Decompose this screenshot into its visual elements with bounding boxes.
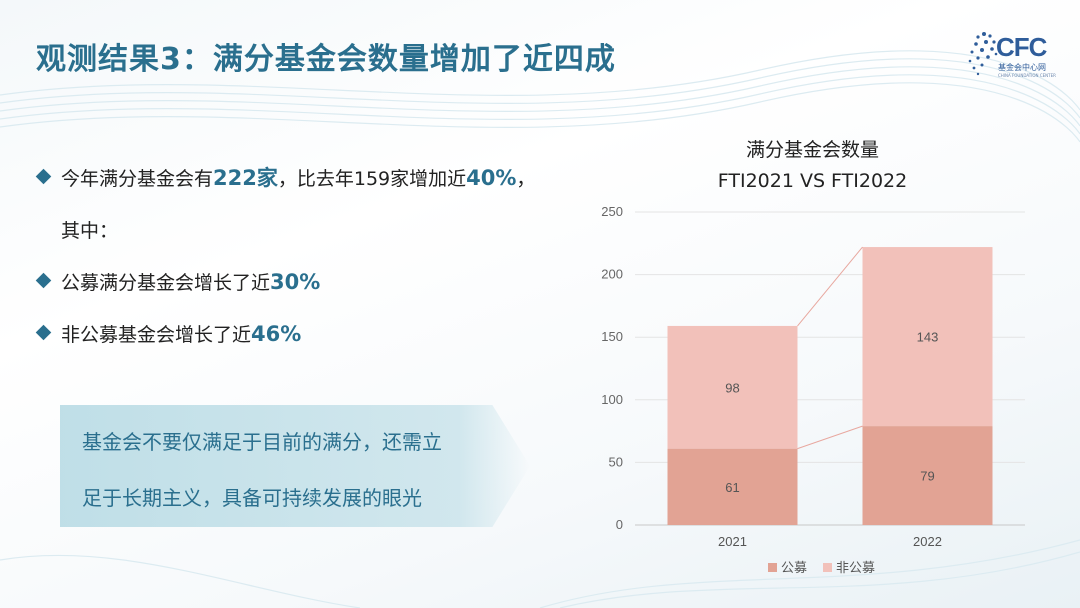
legend-label: 非公募 (836, 561, 875, 576)
logo-text: CFC (996, 32, 1047, 62)
slide-title: 观测结果3：满分基金会数量增加了近四成 (36, 42, 616, 77)
data-label: 98 (725, 380, 739, 395)
quote-line-1: 基金会不要仅满足于目前的满分，还需立 (82, 430, 442, 454)
bar-segment (667, 325, 798, 449)
cfc-logo: CFC 基金会中心网 CHINA FOUNDATION CENTER (966, 26, 1066, 82)
chart-title: 满分基金会数量 (745, 139, 879, 161)
chart-subtitle: FTI2021 VS FTI2022 (717, 170, 908, 192)
diamond-bullet-icon (35, 324, 52, 341)
y-tick-label: 250 (601, 204, 623, 219)
bullet-item: 今年满分基金会有222家，比去年159家增加近40%， (35, 162, 536, 192)
data-label: 143 (917, 330, 939, 345)
highlight-value: 222家 (213, 166, 278, 190)
bullet-text: ，比去年159家增加近 (277, 168, 467, 190)
bar-segment (862, 426, 993, 525)
data-label: 61 (725, 480, 739, 495)
quote-line-2: 足于长期主义，具备可持续发展的眼光 (82, 486, 422, 510)
y-tick-label: 100 (601, 392, 623, 407)
series-connector-line (797, 425, 863, 450)
y-tick-label: 50 (609, 454, 623, 469)
bar-segment (862, 247, 993, 427)
highlight-value: 40% (466, 166, 517, 190)
legend-swatch (823, 563, 832, 572)
stacked-bar-chart: 0 50 100 150 200 250 61 98 2021 79 143 2022 公募 非公募 (601, 204, 1025, 576)
diamond-bullet-icon (35, 272, 52, 289)
bullet-item: 其中： (61, 216, 118, 243)
bar-segment (667, 448, 798, 525)
globe-dots-icon (968, 32, 998, 76)
data-label: 79 (920, 469, 934, 484)
bullet-text: 其中： (61, 220, 119, 242)
x-tick-label: 2022 (913, 534, 942, 549)
diamond-bullet-icon (35, 168, 52, 185)
bullet-text: 公募满分基金会增长了近 (61, 272, 271, 294)
bullet-item: 公募满分基金会增长了近30% (35, 268, 321, 295)
y-tick-label: 0 (616, 517, 623, 532)
x-tick-label: 2021 (718, 534, 747, 549)
series-connector-line (797, 246, 863, 327)
bullet-text: 非公募基金会增长了近 (61, 324, 252, 346)
logo-subtitle: 基金会中心网 (998, 63, 1046, 72)
logo-english: CHINA FOUNDATION CENTER (998, 73, 1056, 78)
highlight-value: 46% (251, 322, 302, 346)
legend-label: 公募 (781, 561, 807, 576)
quote-banner (60, 405, 530, 527)
highlight-value: 30% (270, 270, 321, 294)
y-tick-label: 150 (601, 329, 623, 344)
legend-swatch (768, 563, 777, 572)
y-tick-label: 200 (601, 267, 623, 282)
bullet-text: 今年满分基金会有 (61, 168, 214, 190)
bullet-text: ， (516, 168, 536, 190)
bullet-item: 非公募基金会增长了近46% (35, 320, 302, 347)
